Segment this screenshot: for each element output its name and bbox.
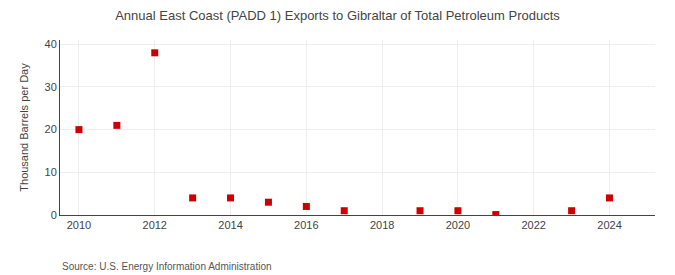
svg-text:2016: 2016 [294,219,318,231]
svg-text:2014: 2014 [218,219,242,231]
svg-text:2010: 2010 [67,219,91,231]
svg-text:0: 0 [51,209,57,221]
svg-text:40: 40 [45,38,57,50]
svg-text:2012: 2012 [143,219,167,231]
svg-text:30: 30 [45,81,57,93]
svg-text:2022: 2022 [521,219,545,231]
svg-text:20: 20 [45,123,57,135]
svg-text:2024: 2024 [597,219,621,231]
svg-text:10: 10 [45,166,57,178]
svg-text:Source: U.S. Energy Informatio: Source: U.S. Energy Information Administ… [62,261,272,272]
svg-text:2020: 2020 [446,219,470,231]
svg-text:2018: 2018 [370,219,394,231]
svg-text:Annual East Coast (PADD 1) Exp: Annual East Coast (PADD 1) Exports to Gi… [115,8,560,23]
svg-text:Thousand Barrels per Day: Thousand Barrels per Day [18,63,30,192]
